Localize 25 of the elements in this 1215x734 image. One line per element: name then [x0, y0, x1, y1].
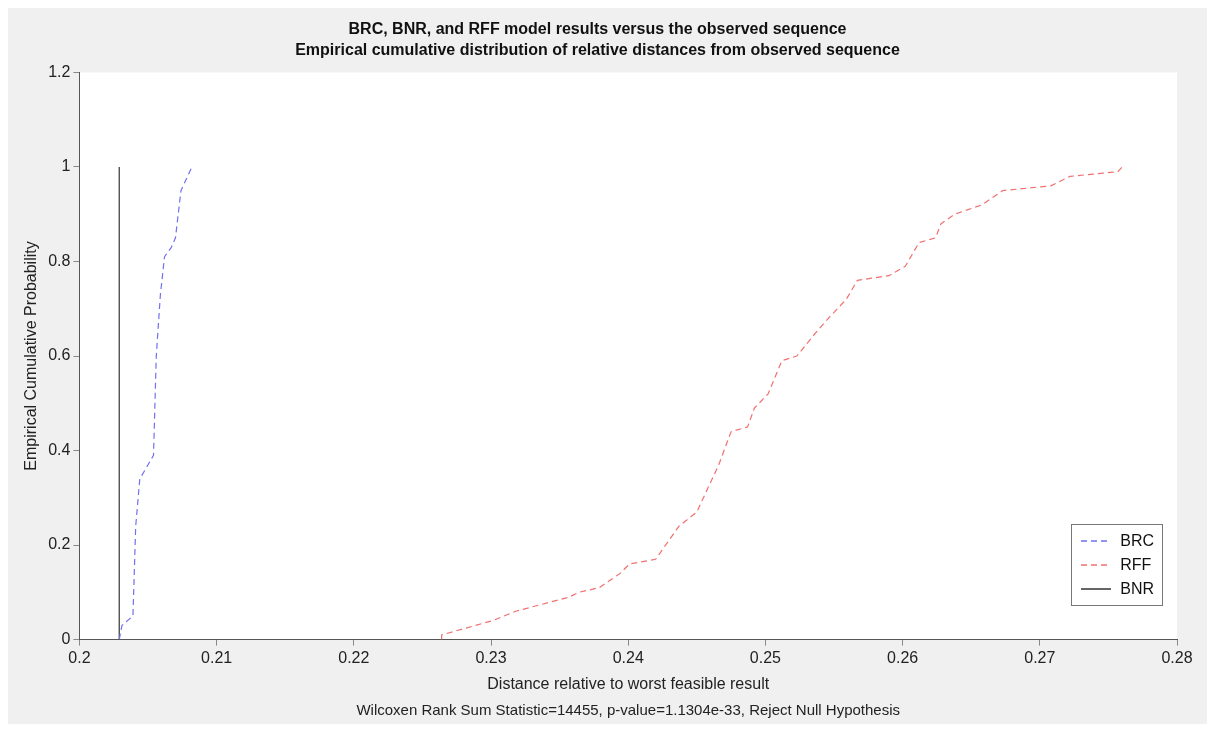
x-axis-title: Distance relative to worst feasible result — [487, 674, 770, 692]
y-tick-label: 0.4 — [48, 440, 71, 458]
legend-label: BRC — [1120, 532, 1154, 550]
y-tick-label: 0.2 — [48, 535, 71, 553]
line-series — [441, 166, 1123, 640]
x-tick-label: 0.21 — [201, 648, 233, 666]
x-tick-label: 0.28 — [1161, 648, 1193, 666]
x-tick-label: 0.26 — [887, 648, 919, 666]
legend-label: BNR — [1120, 580, 1154, 598]
y-tick-label: 0.6 — [48, 346, 71, 364]
x-tick-label: 0.27 — [1024, 648, 1056, 666]
text: Wilcoxen Rank Sum Statistic=14455, p-value=1.1304e-33, Reject Null Hypothesis — [356, 700, 901, 718]
x-tick-label: 0.25 — [749, 648, 782, 666]
x-tick-label: 0.22 — [338, 648, 370, 666]
chart-title: BRC, BNR, and RFF model results versus the observed sequence — [348, 20, 847, 38]
y-tick-label: 1.2 — [48, 62, 71, 80]
line-series — [118, 166, 193, 640]
y-axis-title: Empirical Cumulative Probability — [22, 241, 40, 471]
x-tick-label: 0.23 — [475, 648, 507, 666]
x-tick-label: 0.24 — [612, 648, 644, 666]
y-tick-label: 0.8 — [48, 251, 71, 269]
chart-subtitle: Empirical cumulative distribution of relative distances from observed sequence — [295, 41, 900, 59]
legend-label: RFF — [1120, 556, 1152, 574]
y-tick-label: 0 — [61, 630, 71, 648]
y-tick-label: 1 — [61, 157, 71, 175]
